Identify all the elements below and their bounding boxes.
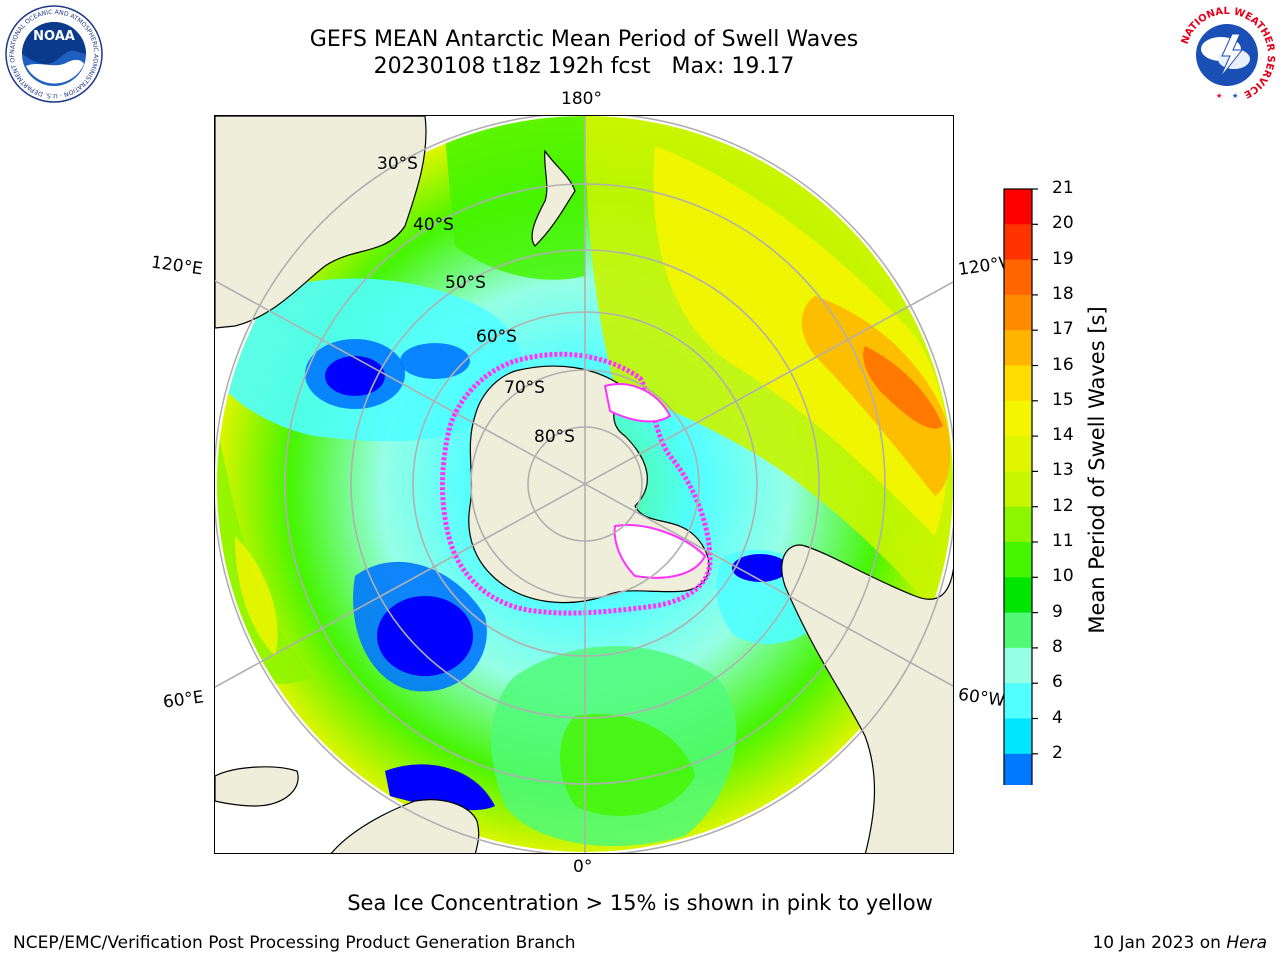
colorbar-segment (1004, 189, 1032, 225)
colorbar-segment (1004, 647, 1032, 684)
lat-label-70s: 70°S (504, 378, 545, 398)
lat-label-40s: 40°S (413, 215, 454, 235)
colorbar-tick-label: 15 (1052, 389, 1074, 410)
colorbar-tick-label: 21 (1052, 178, 1074, 198)
colorbar-tick-label: 10 (1052, 566, 1074, 587)
footer-date-text: 10 Jan 2023 on (1092, 933, 1227, 953)
meridian-60e-120w (215, 281, 953, 688)
colorbar-segment (1004, 400, 1032, 437)
colorbar-tick-label: 8 (1052, 636, 1063, 657)
colorbar-tick-label: 9 (1052, 601, 1063, 622)
footer-credit: NCEP/EMC/Verification Post Processing Pr… (13, 933, 576, 953)
colorbar-segment (1004, 612, 1032, 649)
colorbar-segment (1004, 224, 1032, 261)
colorbar-segment (1004, 436, 1032, 472)
low-swell-region-2 (400, 343, 470, 379)
colorbar-segment (1004, 683, 1032, 719)
atlantic-green-region (560, 714, 695, 816)
lon-label-120e: 120°E (149, 252, 204, 280)
lon-label-60e: 60°E (161, 687, 206, 713)
very-low-swell-region-3 (377, 596, 473, 676)
colorbar-segment (1004, 506, 1032, 543)
colorbar-tick-label: 20 (1052, 213, 1074, 234)
africa (330, 799, 480, 853)
colorbar-segment (1004, 577, 1032, 614)
very-low-swell-region-1 (325, 356, 385, 396)
australia (215, 116, 427, 329)
new-zealand (531, 149, 576, 247)
svg-text:★: ★ (1232, 92, 1238, 100)
noaa-logo-text: NOAA (33, 29, 75, 44)
colorbar-segment (1004, 259, 1032, 296)
footer-host: Hera (1226, 933, 1267, 953)
colorbar-tick-label: 11 (1052, 531, 1074, 551)
colorbar-segment (1004, 753, 1032, 790)
colorbar-tick-label: 6 (1052, 672, 1063, 693)
lon-label-60w: 60°W (956, 684, 1007, 712)
map-panel: 30°S 40°S 50°S 60°S 70°S 80°S (214, 115, 954, 854)
svg-text:★: ★ (1216, 92, 1222, 100)
drake-low-swell-region (732, 554, 788, 582)
landmasses (215, 116, 953, 853)
nws-logo: NATIONAL WEATHER SERVICE ★ ★ (1176, 4, 1278, 106)
colorbar-segment (1004, 294, 1032, 331)
colorbar-segment (1004, 330, 1032, 366)
graticule (215, 116, 953, 853)
madagascar (215, 766, 299, 807)
colorbar-ticks: 21 20 19 18 17 16 15 14 13 12 11 10 9 8 6 4 2 (1052, 0, 1112, 960)
pacific-peak-swell-region (801, 296, 951, 496)
colorbar-tick-label: 18 (1052, 283, 1074, 304)
ross-sea-ice (603, 383, 672, 423)
weddell-sea-ice (613, 524, 707, 579)
colorbar-segment (1004, 365, 1032, 402)
lat-label-60s: 60°S (476, 327, 517, 347)
colorbar-label: Mean Period of Swell Waves [s] (1085, 306, 1109, 634)
colorbar-tick-label: 16 (1052, 354, 1074, 375)
colorbar (1000, 185, 1040, 819)
lon-label-180: 180° (561, 89, 602, 109)
polar-map: 30°S 40°S 50°S 60°S 70°S 80°S (215, 116, 953, 853)
lat-label-50s: 50°S (445, 273, 486, 293)
colorbar-tick-label: 19 (1052, 248, 1074, 269)
footer-date: 10 Jan 2023 on Hera (1092, 933, 1267, 953)
colorbar-tick-label: 17 (1052, 319, 1074, 340)
colorbar-svg (1003, 188, 1038, 819)
lon-label-0: 0° (573, 857, 593, 877)
colorbar-segment (1004, 542, 1032, 578)
colorbar-tick-label: 12 (1052, 495, 1074, 516)
colorbar-segment (1004, 718, 1032, 755)
lat-label-30s: 30°S (377, 154, 418, 174)
chart-title: GEFS MEAN Antarctic Mean Period of Swell… (309, 27, 859, 52)
colorbar-tick-label: 4 (1052, 707, 1063, 728)
low-swell-region-4 (385, 764, 495, 811)
colorbar-segment (1004, 471, 1032, 508)
south-america (781, 544, 953, 853)
colorbar-tick-label: 2 (1052, 742, 1063, 763)
lat-label-80s: 80°S (534, 427, 575, 447)
noaa-logo: NATIONAL OCEANIC AND ATMOSPHERIC ADMINIS… (1, 0, 104, 104)
sea-ice-note: Sea Ice Concentration > 15% is shown in … (347, 891, 933, 915)
pacific-max-swell-region (863, 346, 943, 429)
colorbar-tick-label: 14 (1052, 425, 1074, 446)
chart-subtitle: 20230108 t18z 192h fcst Max: 19.17 (373, 54, 795, 79)
west-yellow-region (235, 536, 278, 656)
pacific-high-swell-region (653, 146, 949, 536)
colorbar-tick-label: 13 (1052, 460, 1074, 481)
